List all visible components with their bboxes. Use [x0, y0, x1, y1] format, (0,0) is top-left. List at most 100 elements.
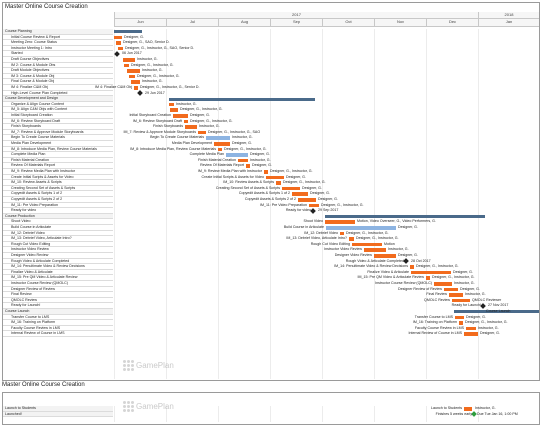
task-bar[interactable]	[226, 153, 248, 157]
summary-bar[interactable]	[114, 30, 142, 34]
milestone-diamond-icon[interactable]	[480, 303, 486, 310]
task-row[interactable]: Instructor Video Review	[3, 247, 113, 253]
task-row[interactable]: Instructor Course Review (QMOLC)	[3, 281, 113, 287]
task-bar[interactable]	[309, 203, 319, 208]
task-bar[interactable]	[340, 231, 344, 236]
task-row[interactable]: Final Course & Module Obj	[3, 79, 113, 85]
task-bar[interactable]	[116, 41, 121, 45]
task-bar[interactable]	[276, 181, 281, 185]
task-bar[interactable]	[264, 170, 268, 174]
task-bar[interactable]	[134, 86, 138, 90]
task-row[interactable]: Complete Media Plan	[3, 152, 113, 158]
task-bar[interactable]	[246, 164, 250, 168]
task-row[interactable]: IM_5: Align C&M Objs with Content	[3, 107, 113, 113]
task-row[interactable]: IM_10: Review Assets & Scripts	[3, 180, 113, 186]
task-bar[interactable]	[173, 114, 188, 118]
task-bar[interactable]	[127, 69, 140, 73]
task-row[interactable]: High-Level Course Plan Completed	[3, 91, 113, 97]
task-row[interactable]: Transfer Course to LMS	[3, 315, 113, 321]
task-row[interactable]: IM_11: Pre Video Preparation	[3, 203, 113, 209]
milestone-diamond-icon[interactable]	[310, 208, 316, 214]
task-group[interactable]: Course Launch	[3, 309, 113, 315]
task-bar[interactable]	[349, 237, 354, 241]
task-row[interactable]: Draft Course Objectives	[3, 57, 113, 63]
task-bar[interactable]	[449, 293, 463, 297]
task-bar[interactable]	[459, 321, 463, 325]
task-bar[interactable]	[292, 192, 308, 196]
task-bar[interactable]	[426, 276, 430, 280]
task-bar[interactable]	[218, 147, 222, 152]
task-row[interactable]: Rough Video & Articulate Completed	[3, 259, 113, 265]
task-row[interactable]: IM 3: Course & Module Obj	[3, 74, 113, 80]
task-bar[interactable]	[198, 130, 206, 135]
summary-bar[interactable]	[169, 97, 315, 101]
task-row[interactable]: Organize & Align Course Content	[3, 102, 113, 108]
task-row[interactable]: Creating Second Set of Assets & Scripts	[3, 186, 113, 192]
task-bar[interactable]	[266, 175, 284, 180]
task-row[interactable]: IM_7: Review & Approve Module Storyboard…	[3, 130, 113, 136]
task-row[interactable]: Designer Review of Review	[3, 287, 113, 293]
task-row[interactable]: IM_13: Debrief Video, Articulate Intro?	[3, 236, 113, 242]
launch-milestone-icon[interactable]	[471, 411, 477, 418]
task-bar[interactable]	[326, 226, 396, 230]
task-row[interactable]: Draft Module Objectives	[3, 68, 113, 74]
task-row[interactable]: Rough Cut Video Editing	[3, 242, 113, 248]
task-bar[interactable]	[352, 242, 382, 247]
task-bar[interactable]	[129, 74, 135, 79]
task-bar[interactable]	[444, 287, 458, 292]
task-row[interactable]: IM_16: Training on Platform	[3, 320, 113, 326]
summary-bar[interactable]	[454, 310, 539, 314]
task-row[interactable]: Final Review	[3, 292, 113, 298]
task-group[interactable]: Course Planning	[3, 29, 113, 35]
task-bar[interactable]	[298, 198, 316, 202]
milestone-diamond-icon[interactable]	[137, 90, 143, 97]
task-bar[interactable]	[214, 142, 230, 146]
task-bar[interactable]	[131, 80, 140, 84]
task-row[interactable]: Media Plan Development	[3, 141, 113, 147]
task-bar[interactable]	[118, 46, 123, 51]
task-bar[interactable]	[184, 119, 188, 124]
task-row[interactable]: Review Of Materials Report	[3, 163, 113, 169]
task-row[interactable]: Initial Storyboard Creation	[3, 113, 113, 119]
task-bar[interactable]	[464, 407, 472, 411]
task-bar[interactable]	[123, 58, 135, 62]
task-bar[interactable]	[452, 298, 470, 303]
task-row[interactable]: Finish Storyboards	[3, 124, 113, 130]
task-row[interactable]: IM 2: Course & Module Obs	[3, 63, 113, 69]
task-bar[interactable]	[434, 282, 452, 286]
task-bar[interactable]	[411, 270, 451, 275]
task-bar[interactable]	[170, 108, 178, 112]
task-bar[interactable]	[238, 158, 248, 163]
task-row[interactable]: Ready for video	[3, 208, 113, 214]
task-row[interactable]: IM_9: Review Media Plan with Instructor	[3, 169, 113, 175]
task-row[interactable]: Meeting Zero: Course Status	[3, 40, 113, 46]
task-row[interactable]: Copyedit Assets & Scripts 2 of 2	[3, 197, 113, 203]
task-row[interactable]: Launch to Students	[3, 406, 113, 412]
task-row[interactable]: Faculty Course Review in LMS	[3, 326, 113, 332]
summary-bar[interactable]	[325, 215, 485, 219]
task-row[interactable]: Shoot Video	[3, 219, 113, 225]
task-bar[interactable]	[206, 136, 230, 140]
task-row[interactable]: Designer Video Review	[3, 253, 113, 259]
task-bar[interactable]	[455, 315, 464, 320]
task-row[interactable]: Internal Review of Course in LMS	[3, 331, 113, 337]
milestone-diamond-icon[interactable]	[114, 51, 120, 58]
task-group[interactable]: Course Development and Design	[3, 96, 113, 102]
task-bar[interactable]	[124, 63, 129, 68]
task-row[interactable]: IM_8: Introduce Media Plan, Review Cours…	[3, 147, 113, 153]
task-row[interactable]: IM 4: Finalize C&M Obj	[3, 85, 113, 91]
task-row[interactable]: Ready for Launch!	[3, 303, 113, 309]
task-row[interactable]: IM_14: Penultimate Video & Review Decisi…	[3, 264, 113, 270]
task-row[interactable]: IM_15: Pre QM Video & Articulate Review	[3, 275, 113, 281]
task-row[interactable]: IM_6: Review Storyboard Draft	[3, 119, 113, 125]
task-row[interactable]: Started	[3, 51, 113, 57]
task-row[interactable]: Finalize Video & Articulate	[3, 270, 113, 276]
task-bar[interactable]	[325, 220, 355, 224]
task-row[interactable]: Instructor Meeting 1: Intro	[3, 46, 113, 52]
task-row[interactable]: Copyedit Assets & Scripts 1 of 2	[3, 191, 113, 197]
task-bar[interactable]	[464, 332, 478, 336]
task-bar[interactable]	[169, 102, 174, 107]
task-bar[interactable]	[185, 125, 197, 129]
task-bar[interactable]	[466, 326, 476, 331]
task-row[interactable]: Build Course in Articulate	[3, 225, 113, 231]
